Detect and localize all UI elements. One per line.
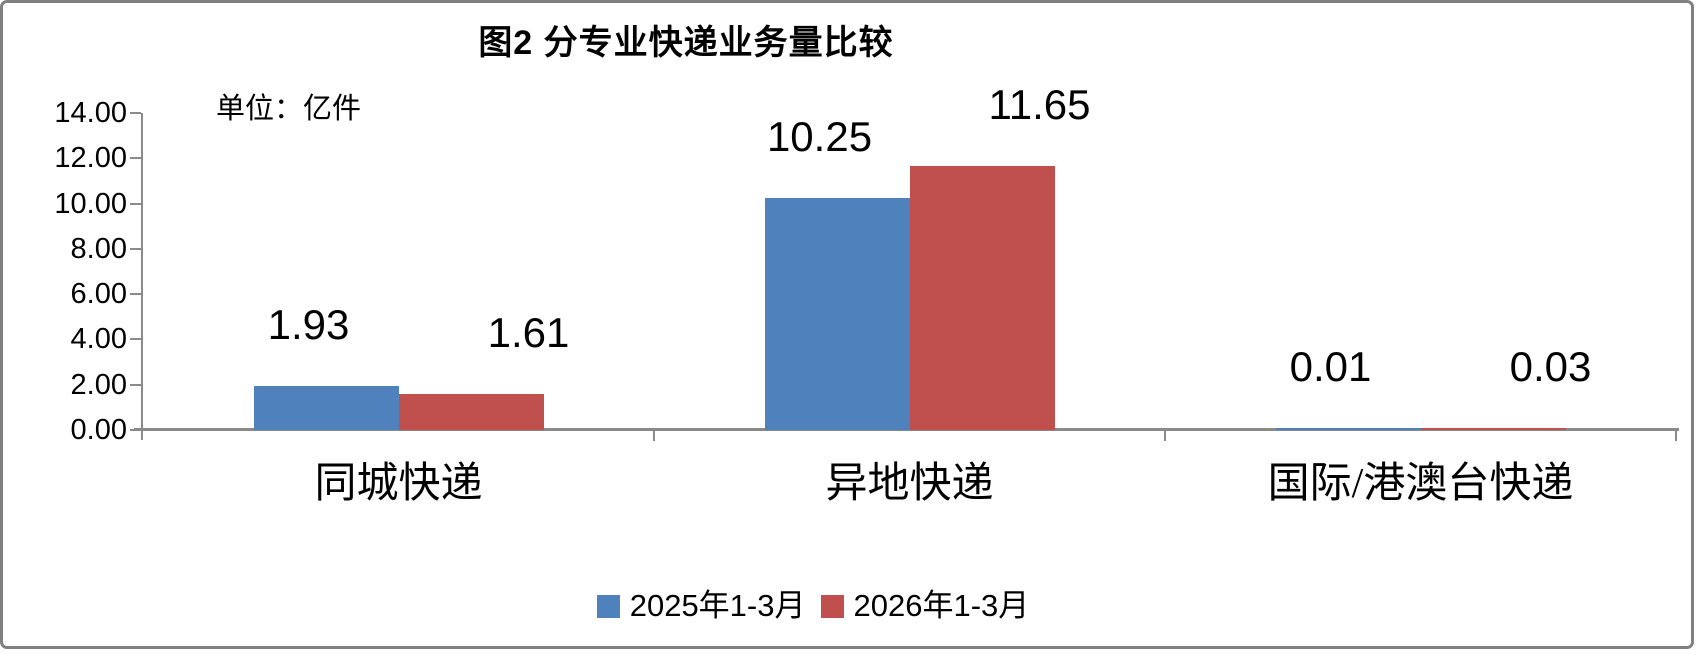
y-axis-tick — [130, 157, 141, 160]
legend: 2025年1-3月 2026年1-3月 — [3, 589, 1700, 623]
y-axis-tick — [130, 202, 141, 205]
y-axis-label: 10.00 — [54, 187, 127, 220]
x-axis-tick — [1675, 431, 1677, 441]
legend-swatch-icon — [820, 594, 844, 618]
bar-series2-cat2 — [909, 166, 1055, 430]
plot-area: 0.00 2.00 4.00 6.00 8.00 10.00 12.00 14.00 同城快递 异… — [3, 3, 1700, 658]
y-axis-tick — [130, 112, 141, 114]
y-axis-label: 6.00 — [70, 278, 127, 311]
y-axis-tick — [130, 338, 141, 341]
bar-series1-cat1 — [253, 386, 399, 430]
value-label: 11.65 — [988, 81, 1091, 128]
y-axis-label: 0.00 — [70, 414, 127, 446]
category-label: 国际/港澳台快递 — [1267, 461, 1574, 507]
y-axis-label: 14.00 — [54, 97, 127, 129]
category-label: 异地快递 — [825, 461, 994, 507]
bar-series2-cat1 — [398, 394, 544, 430]
y-axis-line — [141, 113, 143, 440]
y-axis-tick — [130, 247, 141, 250]
x-axis-tick — [653, 431, 655, 441]
y-axis-label: 4.00 — [70, 323, 127, 356]
legend-swatch-icon — [596, 594, 620, 618]
legend-item: 2025年1-3月 — [596, 588, 806, 623]
y-axis-label: 8.00 — [70, 232, 127, 265]
bar-series2-cat3 — [1420, 428, 1566, 430]
y-axis-tick — [130, 383, 141, 386]
legend-label: 2026年1-3月 — [853, 588, 1030, 623]
value-label: 1.61 — [487, 309, 570, 356]
y-axis-tick — [130, 293, 141, 296]
bar-series1-cat3 — [1275, 428, 1421, 430]
legend-item: 2026年1-3月 — [820, 588, 1030, 623]
value-label: 1.93 — [267, 301, 350, 348]
value-label: 0.03 — [1509, 343, 1592, 390]
legend-label: 2025年1-3月 — [629, 588, 806, 623]
value-label: 0.01 — [1289, 343, 1372, 390]
value-label: 10.25 — [766, 113, 873, 160]
category-label: 同城快递 — [314, 461, 483, 507]
y-axis-label: 2.00 — [70, 368, 127, 401]
unit-label: 单位：亿件 — [216, 93, 362, 125]
y-axis-label: 12.00 — [54, 142, 127, 175]
chart-title: 图2 分专业快递业务量比较 — [478, 24, 894, 62]
x-axis-tick — [1164, 431, 1166, 441]
bar-series1-cat2 — [764, 198, 910, 430]
